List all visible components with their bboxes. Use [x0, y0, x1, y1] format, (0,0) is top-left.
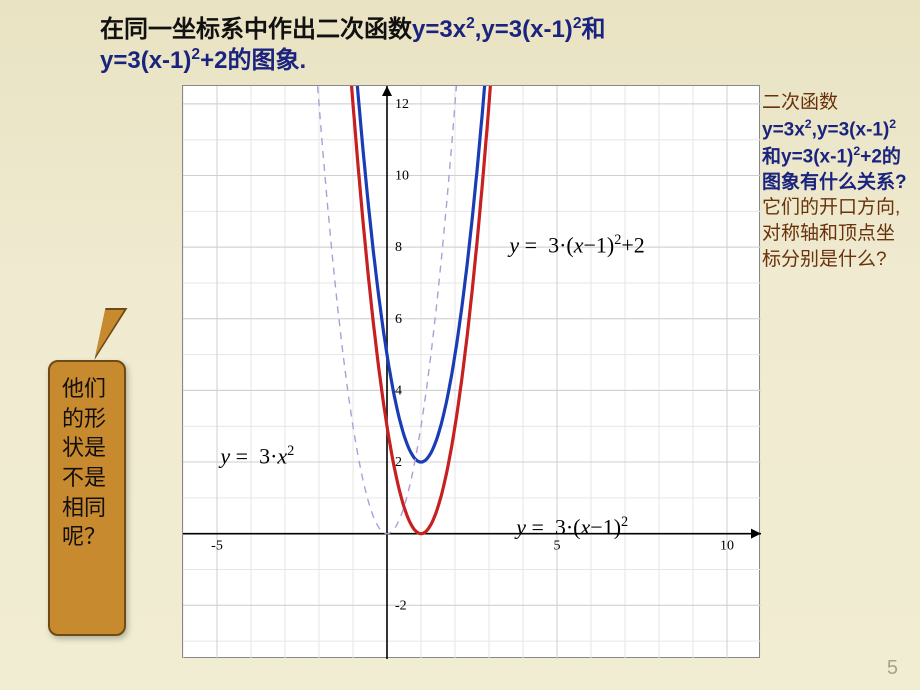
label-eq-blue: y = 3·(x−1)2+2	[509, 232, 644, 258]
svg-text:-2: -2	[395, 598, 407, 613]
bubble-tail	[94, 308, 127, 360]
heading-tail: +2的图象.	[200, 47, 306, 74]
rn-eq2-sup: 2	[889, 117, 896, 131]
rn-eq1: y=3x	[762, 119, 805, 140]
label-eq-red: y = 3·(x−1)2	[516, 514, 628, 540]
heading-eq3: y=3(x-1)	[100, 47, 191, 74]
svg-text:10: 10	[395, 169, 409, 184]
svg-text:2: 2	[395, 455, 402, 470]
bubble-text: 他们的形状是不是相同呢？	[62, 376, 106, 549]
label-eq-dashed: y = 3·x2	[220, 443, 294, 469]
rn-eq3: 和y=3(x-1)	[762, 146, 853, 167]
svg-text:6: 6	[395, 312, 402, 327]
heading-eq2-sup: 2	[573, 15, 582, 32]
svg-text:5: 5	[554, 539, 561, 554]
heading-eq2: ,y=3(x-1)	[475, 16, 573, 43]
rn-eq2: ,y=3(x-1)	[812, 119, 890, 140]
speech-bubble: 他们的形状是不是相同呢？	[48, 360, 126, 636]
svg-text:12: 12	[395, 97, 409, 112]
rn-line3: 它们的开口方向,对称轴和顶点坐标分别是什么?	[762, 197, 900, 269]
chart: -5 5 10 -2 2 4 6 8 10 12 y = 3·(x−1)2+2 y = 3·(x−…	[182, 85, 760, 658]
svg-text:10: 10	[720, 539, 734, 554]
heading-eq1: y=3x	[412, 16, 466, 43]
rn-line1: 二次函数	[762, 92, 838, 113]
slide-heading: 在同一坐标系中作出二次函数y=3x2,y=3(x-1)2和 y=3(x-1)2+…	[100, 14, 880, 76]
chart-svg: -5 5 10 -2 2 4 6 8 10 12	[183, 86, 761, 659]
heading-and: 和	[582, 16, 606, 43]
slide-number: 5	[887, 657, 898, 680]
rn-eq1-sup: 2	[805, 117, 812, 131]
svg-text:4: 4	[395, 383, 402, 398]
svg-text:8: 8	[395, 240, 402, 255]
heading-part-cn: 在同一坐标系中作出二次函数	[100, 16, 412, 43]
slide: 在同一坐标系中作出二次函数y=3x2,y=3(x-1)2和 y=3(x-1)2+…	[0, 0, 920, 690]
heading-eq3-sup: 2	[191, 46, 200, 63]
svg-text:-5: -5	[211, 539, 223, 554]
heading-eq1-sup: 2	[466, 15, 475, 32]
right-note: 二次函数 y=3x2,y=3(x-1)2和y=3(x-1)2+2的图象有什么关系…	[762, 90, 912, 272]
